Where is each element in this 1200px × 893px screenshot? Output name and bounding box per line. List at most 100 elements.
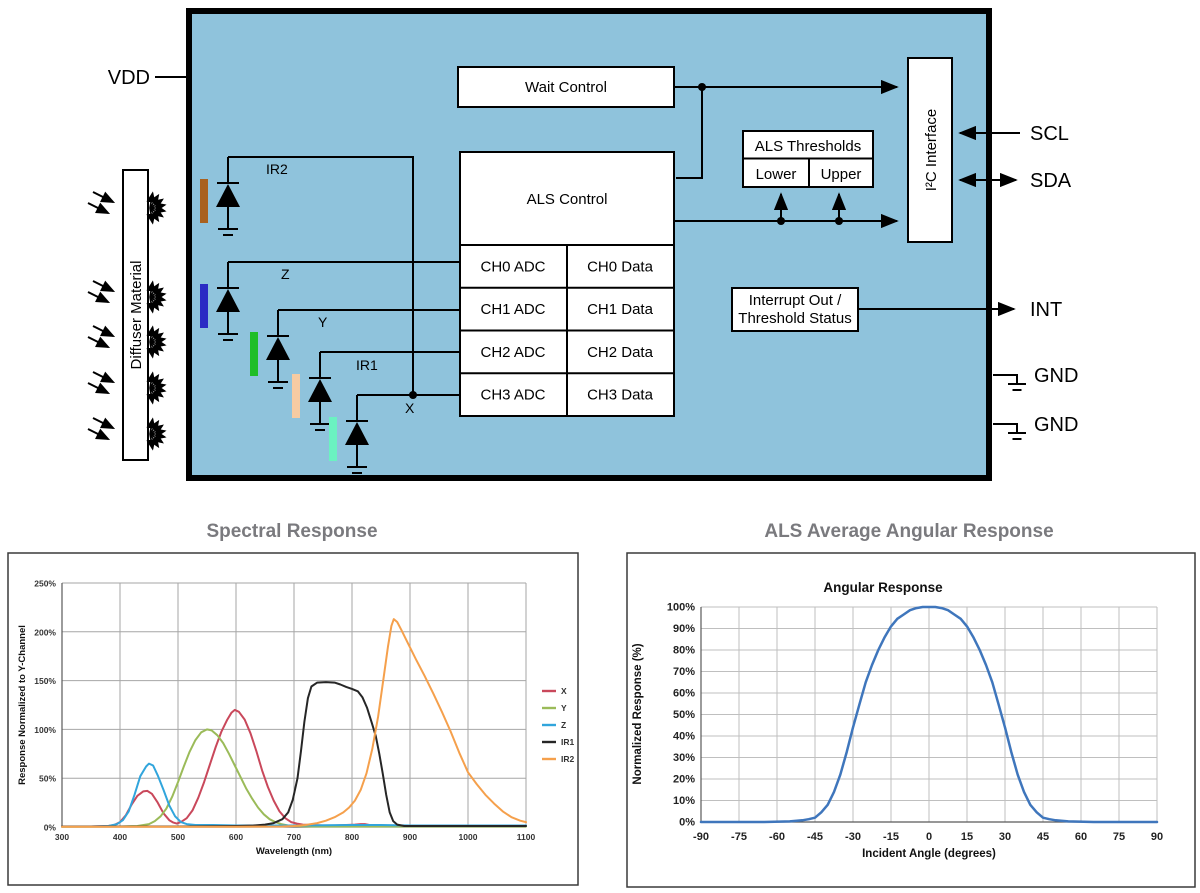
series-line-z	[61, 762, 527, 828]
x-tick-label: 800	[345, 832, 359, 842]
spectral-y-axis-label: Response Normalized to Y-Channel	[17, 625, 28, 785]
incoming-light-arrow-icon	[87, 336, 111, 349]
light-rays-group	[87, 191, 167, 225]
photodiode-label-z: Z	[281, 266, 290, 282]
incoming-light-arrow-icon	[87, 428, 111, 441]
diode-symbol-lines	[217, 262, 239, 341]
incoming-light-arrow-icon	[92, 280, 116, 293]
scatter-fan-icon	[146, 325, 167, 359]
diode-triangle-icon	[216, 184, 240, 207]
legend-item-y: Y	[542, 703, 567, 713]
y-tick-label: 90%	[673, 623, 695, 635]
diffuser-light-decoration	[87, 191, 167, 451]
spectral-chart-frame	[7, 552, 579, 886]
x-tick-label: -90	[693, 831, 709, 843]
x-tick-label: 0	[926, 831, 932, 843]
diode-triangle-icon	[345, 422, 369, 445]
y-tick-label: 50%	[673, 709, 695, 721]
diffuser-label: Diffuser Material	[128, 261, 145, 370]
y-tick-label: 10%	[673, 795, 695, 807]
photodiode-ir1: IR1	[292, 351, 461, 431]
angular-y-axis-label: Normalized Response (%)	[632, 643, 644, 784]
ch3-data-cell: CH3 Data	[587, 387, 654, 404]
junction-dot	[698, 83, 706, 91]
x-tick-label: 90	[1151, 831, 1163, 843]
i2c-interface-box	[907, 57, 953, 243]
photodiode-label-ir2: IR2	[266, 161, 288, 177]
y-tick-label: 200%	[34, 627, 56, 637]
scatter-fan-icon	[146, 191, 167, 225]
y-tick-label: 60%	[673, 688, 695, 700]
incoming-light-arrow-icon	[87, 291, 111, 304]
x-tick-label: 1100	[517, 832, 536, 842]
x-tick-label: 60	[1075, 831, 1087, 843]
i2c-interface-label: I²C Interface	[923, 109, 940, 192]
light-rays-group	[87, 371, 167, 405]
photodiode-array: IR2 Z Y IR1 X	[200, 156, 461, 474]
angular-response-chart: ALS Average Angular Response Angular Res…	[626, 521, 1196, 888]
incoming-light-arrow-icon	[87, 382, 111, 395]
diode-triangle-icon	[266, 337, 290, 360]
x-tick-label: 600	[229, 832, 243, 842]
x-tick-label: 45	[1037, 831, 1049, 843]
junction-dot	[835, 217, 843, 225]
light-rays-group	[87, 417, 167, 451]
junction-dot	[777, 217, 785, 225]
incoming-light-arrow-icon	[92, 191, 116, 204]
filter-color-bar	[200, 284, 208, 328]
legend-label: X	[561, 686, 567, 696]
vdd-label: VDD	[108, 67, 150, 89]
threshold-upper-cell: Upper	[821, 166, 862, 183]
legend-item-z: Z	[542, 720, 566, 730]
x-tick-label: -75	[731, 831, 747, 843]
x-tick-label: 400	[113, 832, 127, 842]
scl-label: SCL	[1030, 123, 1069, 145]
wait-control-label: Wait Control	[525, 79, 607, 96]
photodiode-label-ir1: IR1	[356, 357, 378, 373]
legend-label: Z	[561, 720, 566, 730]
y-tick-label: 100%	[667, 602, 695, 614]
y-tick-label: 80%	[673, 645, 695, 657]
diode-symbol-lines	[309, 352, 331, 431]
x-tick-label: -15	[883, 831, 899, 843]
angular-plot-area: -90 -75 -60 -45 -30 -15 0 15 30 45 60 75 90 0% 10% 20% 3…	[667, 602, 1163, 844]
ch2-adc-cell: CH2 ADC	[480, 344, 545, 361]
diode-symbol-lines	[267, 310, 289, 389]
ch1-adc-cell: CH1 ADC	[480, 301, 545, 318]
diode-triangle-icon	[308, 379, 332, 402]
ch0-adc-cell: CH0 ADC	[480, 259, 545, 276]
x-tick-label: 75	[1113, 831, 1125, 843]
y-tick-label: 150%	[34, 676, 56, 686]
photodiode-y: Y	[250, 309, 461, 389]
interrupt-box	[731, 287, 859, 332]
als-control-label: ALS Control	[527, 191, 608, 208]
diode-triangle-icon	[216, 289, 240, 312]
spectral-response-chart: Spectral Response 300 400 500 600 700 800 900 1…	[7, 521, 579, 886]
x-tick-label: -30	[845, 831, 861, 843]
spectral-plot-area: 300 400 500 600 700 800 900 1000 1100 0% 50% 100% 15…	[34, 579, 535, 843]
x-tick-label: 15	[961, 831, 973, 843]
gnd2-pin: GND	[993, 414, 1078, 440]
filter-color-bar	[250, 332, 258, 376]
gnd1-pin: GND	[993, 365, 1078, 391]
x-tick-label: -60	[769, 831, 785, 843]
legend-item-ir1: IR1	[542, 737, 575, 747]
gnd2-label: GND	[1034, 414, 1078, 436]
x-tick-label: 500	[171, 832, 185, 842]
light-rays-group	[87, 325, 167, 359]
scatter-fan-icon	[146, 371, 167, 405]
x-tick-label: 1000	[459, 832, 478, 842]
angular-chart-outer-title: ALS Average Angular Response	[764, 521, 1053, 542]
block-diagram: VDD Diffuser Material IR2 Z Y IR1 X Wait Con…	[87, 8, 1078, 481]
diffuser-box	[122, 169, 149, 461]
diode-symbol-lines	[217, 157, 239, 236]
series-line-ir1	[61, 681, 527, 828]
y-tick-label: 100%	[34, 725, 56, 735]
incoming-light-arrow-icon	[92, 325, 116, 338]
filter-color-bar	[292, 374, 300, 418]
incoming-light-arrow-icon	[92, 371, 116, 384]
wait-control-box	[457, 66, 675, 108]
interrupt-label-line2: Threshold Status	[738, 310, 851, 327]
ch2-data-cell: CH2 Data	[587, 344, 654, 361]
